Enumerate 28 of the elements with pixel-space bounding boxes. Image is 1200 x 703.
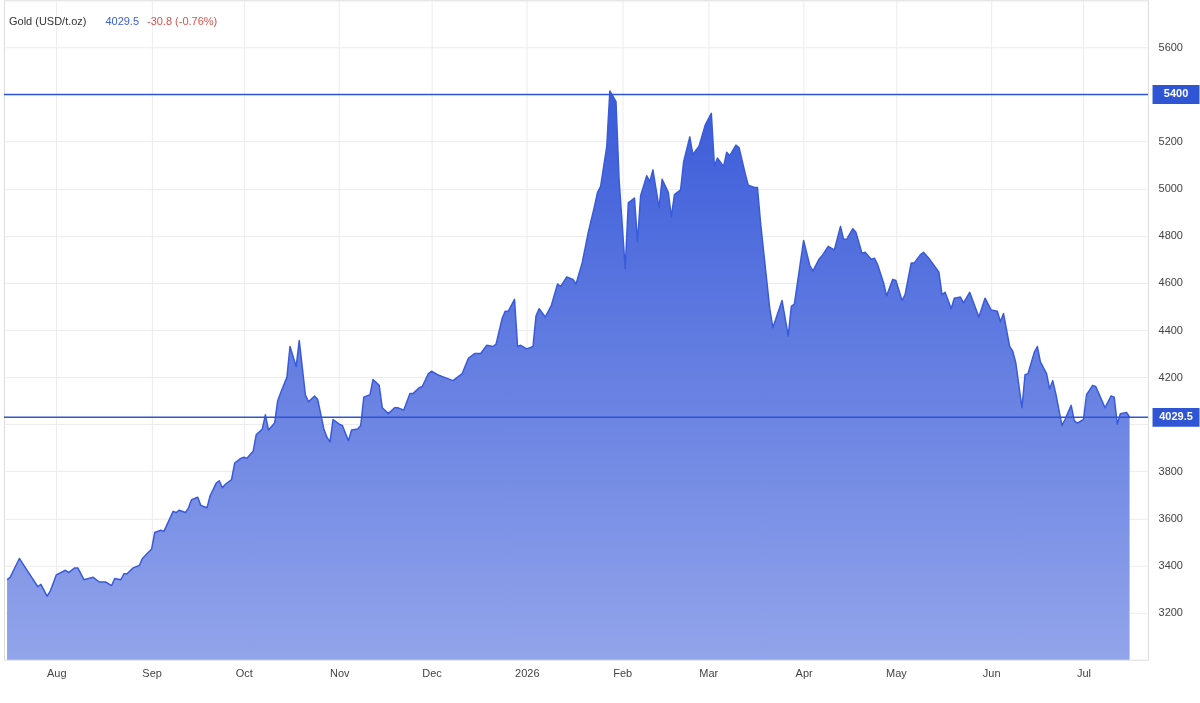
x-tick-label: Dec [422,667,443,680]
annotation: -30.8 (-0.76%) [146,15,218,28]
y-tick-label: 4200 [1158,370,1183,383]
x-tick-label: Feb [613,667,633,680]
x-tick-label: Apr [795,667,813,680]
ref-line-label: 4029.5 [1159,410,1193,423]
x-tick-label: Jul [1076,667,1091,680]
y-tick-label: 5200 [1158,135,1183,148]
x-tick-label: Nov [329,667,350,680]
ref-line-label: 5400 [1163,87,1189,100]
x-tick-label: May [885,667,908,680]
y-tick-label: 3200 [1158,606,1183,619]
y-tick-label: 4400 [1158,323,1183,336]
annotation: 4029.5 [105,15,140,28]
x-tick-label: 2026 [515,667,540,680]
y-tick-label: 4600 [1158,276,1183,289]
y-tick-label: 4800 [1158,229,1183,242]
y-tick-label: 5600 [1158,40,1183,53]
y-tick-label: 3800 [1158,464,1183,477]
x-tick-label: Aug [47,667,67,680]
x-tick-label: Jun [982,667,1001,680]
y-tick-label: 3400 [1158,559,1183,572]
y-tick-label: 5000 [1158,182,1183,195]
x-tick-label: Oct [235,667,253,680]
y-tick-label: 3600 [1158,511,1183,524]
text: Gold (USD/t.oz) [8,15,87,28]
x-tick-label: Mar [699,667,719,680]
x-tick-label: Sep [142,667,162,680]
